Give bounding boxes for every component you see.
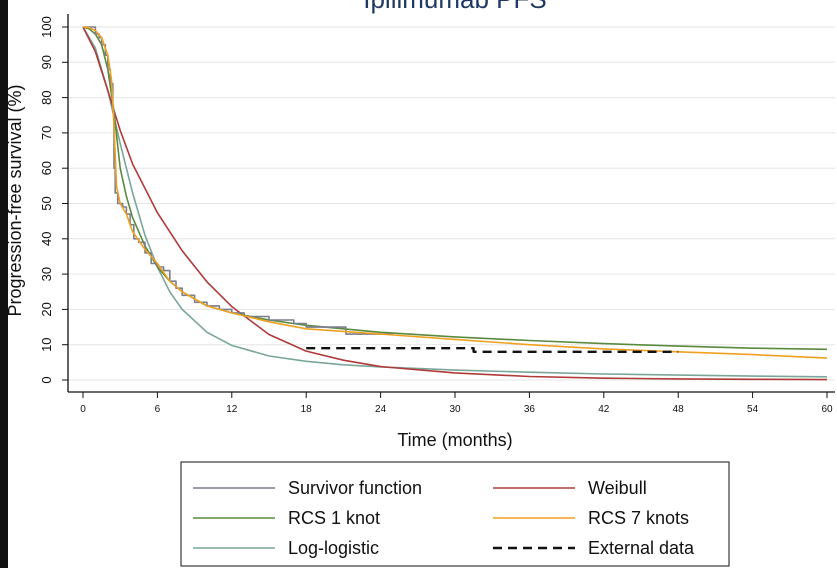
x-tick-label-54: 54 xyxy=(747,404,759,415)
series-line-weibull xyxy=(82,26,828,381)
x-tick-label-48: 48 xyxy=(673,404,685,415)
y-tick-label-0: 0 xyxy=(39,376,54,383)
y-tick-label-40: 40 xyxy=(39,232,54,246)
x-tick-label-30: 30 xyxy=(449,404,461,415)
grid-lines xyxy=(68,26,835,381)
x-tick-label-18: 18 xyxy=(301,404,313,415)
y-tick-label-90: 90 xyxy=(39,55,54,69)
left-edge-bar xyxy=(0,0,8,568)
y-tick-label-80: 80 xyxy=(39,90,54,104)
y-tick-label-50: 50 xyxy=(39,196,54,210)
series-line-rcs-7-knots xyxy=(82,26,828,359)
legend-label-rcs-1-knot: RCS 1 knot xyxy=(288,508,380,528)
x-tick-label-42: 42 xyxy=(598,404,610,415)
x-axis-title: Time (months) xyxy=(397,430,512,450)
x-tick-label-0: 0 xyxy=(80,404,86,415)
series-group xyxy=(82,26,828,381)
x-tick-label-36: 36 xyxy=(524,404,536,415)
x-tick-label-60: 60 xyxy=(821,404,833,415)
y-tick-label-70: 70 xyxy=(39,126,54,140)
x-ticks: 0 6 12 18 24 30 36 42 48 54 60 xyxy=(80,392,833,415)
y-ticks: 0 10 20 30 40 50 60 70 80 90 100 xyxy=(39,16,68,384)
y-tick-label-10: 10 xyxy=(39,337,54,351)
y-tick-label-20: 20 xyxy=(39,302,54,316)
series-line-log-logistic xyxy=(82,26,828,378)
x-tick-label-24: 24 xyxy=(375,404,387,415)
y-axis-title: Progression-free survival (%) xyxy=(5,84,25,316)
x-tick-label-12: 12 xyxy=(226,404,238,415)
legend-label-survivor-function: Survivor function xyxy=(288,478,422,498)
y-tick-label-100: 100 xyxy=(39,16,54,38)
legend-label-rcs-7-knots: RCS 7 knots xyxy=(588,508,689,528)
y-tick-label-30: 30 xyxy=(39,267,54,281)
x-tick-label-6: 6 xyxy=(155,404,161,415)
series-line-external-data xyxy=(306,347,679,353)
legend-label-weibull: Weibull xyxy=(588,478,647,498)
legend-label-log-logistic: Log-logistic xyxy=(288,538,379,558)
y-tick-label-60: 60 xyxy=(39,161,54,175)
legend-label-external-data: External data xyxy=(588,538,695,558)
legend: Survivor function Weibull RCS 1 knot RCS 7 … xyxy=(180,461,730,567)
chart-title: Ipilimumab PFS xyxy=(363,0,547,14)
